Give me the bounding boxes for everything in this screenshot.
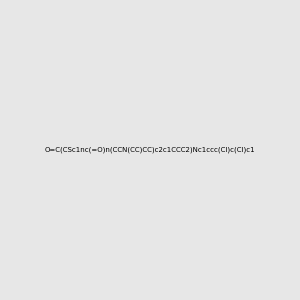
Text: O=C(CSc1nc(=O)n(CCN(CC)CC)c2c1CCC2)Nc1ccc(Cl)c(Cl)c1: O=C(CSc1nc(=O)n(CCN(CC)CC)c2c1CCC2)Nc1cc… — [45, 147, 255, 153]
